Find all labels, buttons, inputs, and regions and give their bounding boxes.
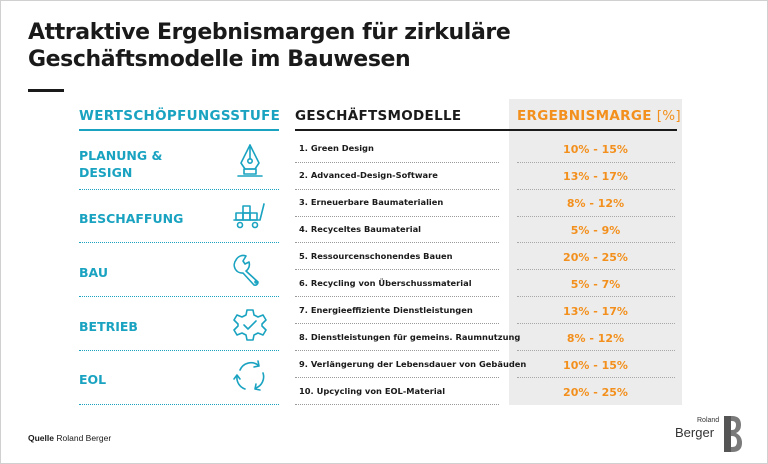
row-divider xyxy=(295,189,499,190)
stage-operation: BETRIEB xyxy=(79,309,267,341)
recycle-arrows-icon xyxy=(233,360,265,391)
stage-eol: EOL xyxy=(79,360,265,391)
row-divider xyxy=(517,242,675,243)
business-model-item: 7. Energieeffiziente Dienstleistungen xyxy=(299,305,473,315)
stage-procurement: BESCHAFFUNG xyxy=(79,203,265,229)
margin-value: 5% - 7% xyxy=(570,278,621,291)
source-note: Quelle Roland Berger xyxy=(28,433,111,443)
stage-divider xyxy=(79,350,279,351)
margin-value: 8% - 12% xyxy=(566,197,625,210)
stage-label: BESCHAFFUNG xyxy=(79,211,184,226)
margin-column-panel xyxy=(509,99,682,405)
business-model-item: 10. Upcycling von EOL-Material xyxy=(299,386,446,396)
row-divider xyxy=(517,323,675,324)
stage-label: PLANUNG & DESIGN xyxy=(79,148,163,180)
business-model-item: 3. Erneuerbare Baumaterialien xyxy=(299,197,444,207)
business-model-item: 8. Dienstleistungen für gemeins. Raumnut… xyxy=(299,332,521,342)
row-divider xyxy=(295,269,499,270)
row-divider xyxy=(517,350,675,351)
stage-label: BAU xyxy=(79,265,108,280)
header-rule-models xyxy=(295,129,677,131)
title-line-1: Attraktive Ergebnismargen für zirkuläre xyxy=(28,20,511,45)
margin-value: 5% - 9% xyxy=(570,224,621,237)
margin-value: 13% - 17% xyxy=(563,305,628,318)
title-underline xyxy=(28,89,64,92)
stage-divider xyxy=(79,242,279,243)
row-divider xyxy=(517,269,675,270)
business-model-item: 4. Recyceltes Baumaterial xyxy=(299,224,422,234)
pen-nib-icon xyxy=(237,144,263,177)
business-model-item: 6. Recycling von Überschussmaterial xyxy=(299,278,472,288)
header-profit-margin-label: ERGEBNISMARGE xyxy=(517,108,652,124)
wrench-icon xyxy=(233,254,259,286)
header-business-models: GESCHÄFTSMODELLE xyxy=(295,108,462,124)
source-label: Quelle xyxy=(28,433,54,443)
roland-berger-logo: Roland Berger xyxy=(675,415,747,455)
source-value: Roland Berger xyxy=(56,433,112,443)
gear-icon xyxy=(233,309,267,341)
row-divider xyxy=(295,377,499,378)
row-divider xyxy=(517,377,675,378)
row-divider xyxy=(295,323,499,324)
row-divider xyxy=(295,162,499,163)
row-divider xyxy=(295,350,499,351)
row-divider xyxy=(517,189,675,190)
title-line-2: Geschäftsmodelle im Bauwesen xyxy=(28,47,411,72)
row-divider xyxy=(295,296,499,297)
stage-divider xyxy=(79,404,279,405)
row-divider xyxy=(295,404,499,405)
row-divider xyxy=(295,242,499,243)
business-model-item: 5. Ressourcenschonendes Bauen xyxy=(299,251,453,261)
margin-value: 13% - 17% xyxy=(563,170,628,183)
page-title: Attraktive Ergebnismargen für zirkuläre … xyxy=(28,19,511,73)
stage-construction: BAU xyxy=(79,254,259,286)
row-divider xyxy=(517,162,675,163)
business-model-item: 1. Green Design xyxy=(299,143,374,153)
margin-value: 20% - 25% xyxy=(563,386,628,399)
stage-label: BETRIEB xyxy=(79,319,138,334)
header-rule-stages xyxy=(79,129,279,131)
row-divider xyxy=(517,216,675,217)
header-profit-margin: ERGEBNISMARGE [%] xyxy=(517,108,681,124)
stage-divider xyxy=(79,189,279,190)
business-model-item: 2. Advanced-Design-Software xyxy=(299,170,438,180)
header-value-chain-stage: WERTSCHÖPFUNGSSTUFE xyxy=(79,108,281,124)
logo-text-roland: Roland xyxy=(697,417,720,424)
business-model-item: 9. Verlängerung der Lebensdauer von Gebä… xyxy=(299,359,527,369)
stage-planning-design: PLANUNG & DESIGN xyxy=(79,144,263,181)
row-divider xyxy=(517,296,675,297)
row-divider xyxy=(295,216,499,217)
cart-boxes-icon xyxy=(233,203,265,229)
logo-text-berger: Berger xyxy=(675,425,715,440)
header-profit-margin-unit: [%] xyxy=(656,108,681,124)
margin-value: 10% - 15% xyxy=(563,143,628,156)
margin-value: 8% - 12% xyxy=(566,332,625,345)
margin-value: 20% - 25% xyxy=(563,251,628,264)
stage-label: EOL xyxy=(79,372,107,387)
margin-value: 10% - 15% xyxy=(563,359,628,372)
stage-divider xyxy=(79,296,279,297)
logo-b-mark-icon xyxy=(724,416,742,452)
